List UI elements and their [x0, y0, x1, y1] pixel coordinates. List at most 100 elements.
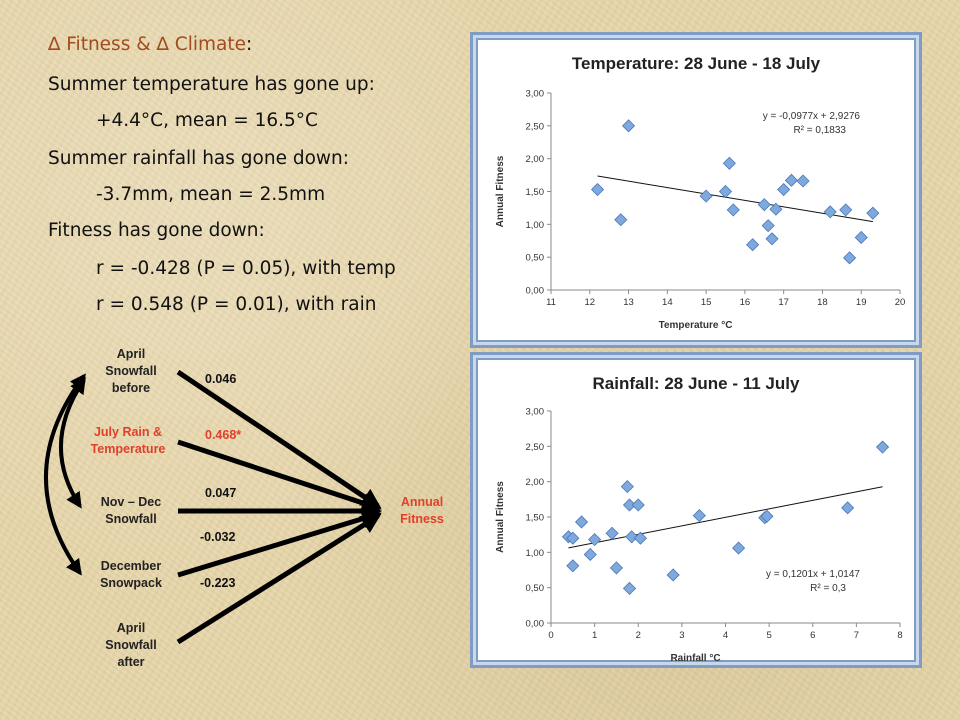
x-tick-label: 6: [810, 630, 815, 641]
data-point-marker: [823, 205, 837, 219]
data-point-marker: [566, 559, 580, 573]
data-point-marker: [692, 509, 706, 523]
trendline-equation: y = 0,1201x + 1,0147: [766, 569, 860, 580]
data-point-marker: [620, 480, 634, 494]
trendline-r-squared: R² = 0,3: [810, 583, 846, 594]
x-tick-label: 8: [897, 630, 902, 641]
data-point-marker: [621, 119, 636, 133]
trendline-r-squared: R² = 0,1833: [793, 125, 846, 136]
x-axis-label: Temperature °C: [659, 320, 733, 331]
y-tick-label: 0,00: [526, 286, 545, 297]
node-april-snowfall-before: April Snowfall before: [76, 346, 186, 397]
data-point-marker: [765, 232, 779, 246]
path-diagram-arrows: [44, 369, 382, 645]
bullet-correlation-rain: r = 0.548 (P = 0.01), with rain: [96, 294, 377, 315]
node-label-line: Annual: [400, 495, 444, 509]
coefficient-nov-dec: 0.047: [205, 486, 237, 500]
data-point-marker: [722, 156, 736, 170]
y-tick-label: 2,00: [526, 477, 545, 488]
node-label-line: July Rain &: [93, 425, 163, 439]
y-tick-label: 1,50: [526, 187, 545, 198]
data-point-marker: [732, 541, 746, 555]
x-tick-label: 2: [636, 630, 641, 641]
data-point-marker: [866, 206, 880, 220]
data-point-marker: [590, 182, 605, 197]
data-point-marker: [746, 238, 760, 252]
path-arrow-december-snowpack: [177, 509, 382, 578]
coefficient-december-snowpack: -0.032: [200, 530, 236, 544]
x-tick-label: 4: [723, 630, 728, 641]
coefficient-july-rain-temp: 0.468*: [205, 428, 242, 442]
data-point-marker: [583, 547, 597, 562]
data-point-marker: [841, 501, 855, 515]
temperature-chart-panel: Temperature: 28 June - 18 July 0,00 0,50 1,…: [470, 32, 922, 348]
node-label-line: Snowpack: [100, 576, 162, 590]
node-label-line: Snowfall: [105, 364, 157, 378]
data-point-marker: [875, 440, 890, 454]
node-label-line: April: [116, 347, 146, 361]
y-axis-label: Annual Fitness: [495, 155, 506, 227]
x-tick-label: 17: [778, 297, 789, 308]
bullet-text-block: ∆ Fitness & ∆ Climate: Summer temperatur…: [0, 0, 460, 340]
data-point-marker: [796, 174, 810, 188]
path-arrow-july-rain-temp: [177, 439, 382, 513]
chart-title: Temperature: 28 June - 18 July: [572, 54, 821, 73]
y-tick-label: 1,50: [526, 513, 545, 524]
x-axis-label: Rainfall °C: [670, 653, 720, 664]
node-label-line: Nov – Dec: [100, 495, 162, 509]
bullet-rainfall-change: -3.7mm, mean = 2.5mm: [96, 184, 326, 205]
x-tick-label: 1: [592, 630, 597, 641]
node-label-line: Fitness: [400, 512, 444, 526]
x-tick-label: 16: [740, 297, 751, 308]
data-point-marker: [726, 203, 740, 217]
correlation-arc-april-novdec: [59, 377, 86, 509]
x-tick-label: 20: [895, 297, 906, 308]
data-point-marker: [588, 533, 602, 547]
data-point-marker: [605, 526, 619, 540]
y-tick-label: 0,50: [526, 253, 545, 264]
data-point-marker: [769, 202, 783, 216]
data-point-marker: [843, 251, 857, 265]
node-label-line: Temperature: [90, 442, 166, 456]
y-tick-label: 2,50: [526, 442, 545, 453]
bullet-fitness-down: Fitness has gone down:: [48, 220, 265, 241]
bullet-rainfall-down: Summer rainfall has gone down:: [48, 148, 349, 169]
data-point-marker: [622, 498, 637, 512]
x-tick-label: 5: [766, 630, 771, 641]
x-tick-label: 7: [854, 630, 859, 641]
y-tick-label: 3,00: [526, 407, 545, 418]
y-axis-label: Annual Fitness: [495, 481, 506, 553]
data-point-marker: [757, 198, 771, 212]
data-point-marker: [699, 189, 713, 203]
bullet-correlation-temp: r = -0.428 (P = 0.05), with temp: [96, 258, 396, 279]
data-point-marker: [566, 531, 580, 545]
bullet-temperature-up: Summer temperature has gone up:: [48, 74, 375, 95]
x-tick-label: 12: [584, 297, 595, 308]
data-point-marker: [609, 561, 624, 575]
x-tick-label: 15: [701, 297, 712, 308]
node-label-line: Snowfall: [105, 512, 157, 526]
node-label-line: April: [116, 621, 146, 635]
path-diagram: April Snowfall before July Rain & Temper…: [0, 330, 470, 720]
x-tick-label: 11: [546, 297, 556, 308]
x-tick-label: 19: [856, 297, 867, 308]
data-point-marker: [777, 182, 791, 197]
temperature-scatter-chart: Temperature: 28 June - 18 July 0,00 0,50 1,…: [495, 54, 906, 331]
node-december-snowpack: December Snowpack: [76, 558, 186, 592]
node-nov-dec-snowfall: Nov – Dec Snowfall: [76, 494, 186, 528]
path-arrow-april-after: [176, 513, 382, 645]
y-tick-label: 0,00: [526, 619, 545, 630]
x-tick-label: 13: [623, 297, 634, 308]
node-april-snowfall-after: April Snowfall after: [76, 620, 186, 671]
data-point-marker: [839, 203, 853, 217]
data-point-marker: [574, 515, 589, 529]
data-point-marker: [760, 509, 774, 523]
data-point-marker: [631, 498, 645, 512]
data-point-marker: [718, 184, 733, 199]
y-tick-label: 0,50: [526, 583, 545, 594]
coefficient-april-after: -0.223: [200, 576, 236, 590]
slide-heading: ∆ Fitness & ∆ Climate:: [48, 34, 252, 55]
node-annual-fitness: Annual Fitness: [384, 494, 460, 528]
data-point-marker: [633, 531, 647, 545]
slide-heading-text: ∆ Fitness & ∆ Climate: [48, 34, 246, 55]
